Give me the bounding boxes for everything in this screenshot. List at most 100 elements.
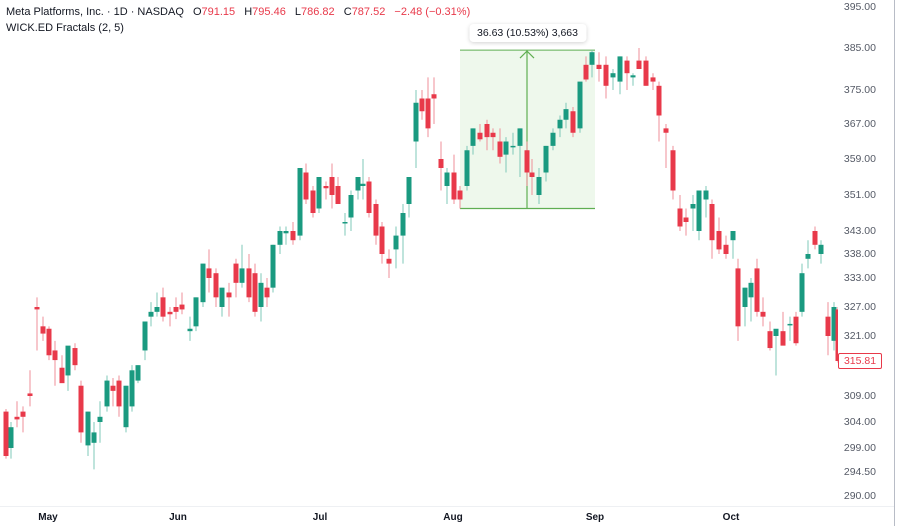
candle-body[interactable] <box>510 145 516 148</box>
candle-body[interactable] <box>663 128 669 133</box>
candle-body[interactable] <box>160 297 166 317</box>
candle-body[interactable] <box>603 64 609 86</box>
candle-body[interactable] <box>799 273 805 312</box>
candle-body[interactable] <box>670 150 676 191</box>
candle-body[interactable] <box>342 222 348 224</box>
candle-body[interactable] <box>536 177 542 195</box>
candle-body[interactable] <box>366 181 372 214</box>
candle-body[interactable] <box>193 297 199 327</box>
candle-body[interactable] <box>52 350 58 361</box>
candle-body[interactable] <box>457 190 463 200</box>
candle-body[interactable] <box>690 204 696 209</box>
candle-body[interactable] <box>818 244 824 254</box>
candle-body[interactable] <box>335 186 341 204</box>
candle-body[interactable] <box>787 323 793 326</box>
candle-body[interactable] <box>596 64 602 69</box>
indicator-label[interactable]: WICK.ED Fractals (2, 5) <box>6 22 124 34</box>
candle-body[interactable] <box>767 331 773 349</box>
candle-body[interactable] <box>34 307 40 310</box>
candle-body[interactable] <box>264 287 270 298</box>
candle-body[interactable] <box>742 287 748 307</box>
candle-body[interactable] <box>650 77 656 82</box>
candle-body[interactable] <box>831 307 837 341</box>
candle-body[interactable] <box>730 231 736 241</box>
candle-body[interactable] <box>393 235 399 250</box>
candle-body[interactable] <box>517 128 523 146</box>
candle-body[interactable] <box>656 85 662 116</box>
candle-body[interactable] <box>748 282 754 298</box>
candle-body[interactable] <box>444 172 450 187</box>
candle-body[interactable] <box>431 94 437 99</box>
time-axis[interactable]: May Jun Jul Aug Sep Oct <box>0 506 894 527</box>
candle-body[interactable] <box>464 150 470 186</box>
candle-body[interactable] <box>219 287 225 307</box>
candle-body[interactable] <box>406 177 412 204</box>
candle-body[interactable] <box>780 331 786 346</box>
candle-body[interactable] <box>226 292 232 298</box>
candle-body[interactable] <box>303 172 309 200</box>
candle-body[interactable] <box>167 311 173 315</box>
candle-body[interactable] <box>583 64 589 80</box>
candle-body[interactable] <box>148 311 154 317</box>
candle-body[interactable] <box>524 150 530 173</box>
candle-body[interactable] <box>142 321 148 351</box>
candle-body[interactable] <box>425 98 431 129</box>
candle-body[interactable] <box>636 60 642 69</box>
candle-body[interactable] <box>413 102 419 142</box>
candle-body[interactable] <box>563 109 569 120</box>
candle-body[interactable] <box>754 268 760 312</box>
candle-body[interactable] <box>550 132 556 146</box>
candle-body[interactable] <box>310 190 316 214</box>
candle-body[interactable] <box>129 370 135 407</box>
candle-body[interactable] <box>297 168 303 236</box>
candle-body[interactable] <box>617 56 623 82</box>
candle-body[interactable] <box>379 226 385 255</box>
candle-body[interactable] <box>438 159 444 168</box>
candle-body[interactable] <box>716 231 722 250</box>
candle-body[interactable] <box>65 345 71 376</box>
candle-body[interactable] <box>760 311 766 317</box>
candle-body[interactable] <box>696 190 702 232</box>
indicator-row[interactable]: WICK.ED Fractals (2, 5) <box>6 20 470 36</box>
candle-body[interactable] <box>173 307 179 312</box>
candle-body[interactable] <box>773 328 779 336</box>
candle-body[interactable] <box>825 316 831 336</box>
candle-body[interactable] <box>709 204 715 241</box>
candle-body[interactable] <box>677 208 683 227</box>
candle-body[interactable] <box>72 348 78 366</box>
candle-body[interactable] <box>360 183 366 186</box>
candle-body[interactable] <box>735 268 741 327</box>
candle-body[interactable] <box>835 309 839 361</box>
candle-body[interactable] <box>323 186 329 189</box>
candle-body[interactable] <box>570 111 576 133</box>
candle-body[interactable] <box>484 124 490 138</box>
candle-body[interactable] <box>470 128 476 146</box>
candle-body[interactable] <box>27 393 33 396</box>
candle-body[interactable] <box>14 416 20 420</box>
candle-body[interactable] <box>233 263 239 283</box>
candle-body[interactable] <box>490 132 496 138</box>
candle-body[interactable] <box>135 365 141 381</box>
candle-body[interactable] <box>624 60 630 74</box>
symbol-title[interactable]: Meta Platforms, Inc. · 1D · NASDAQ <box>6 6 184 18</box>
candle-body[interactable] <box>40 326 46 334</box>
candle-body[interactable] <box>283 231 289 234</box>
candle-body[interactable] <box>91 432 97 443</box>
candle-body[interactable] <box>419 98 425 112</box>
candle-body[interactable] <box>213 273 219 298</box>
candle-body[interactable] <box>258 282 264 307</box>
candle-body[interactable] <box>110 385 116 391</box>
candle-body[interactable] <box>154 307 160 312</box>
candle-body[interactable] <box>8 427 14 448</box>
candle-body[interactable] <box>589 52 595 65</box>
candle-body[interactable] <box>123 385 129 428</box>
candle-body[interactable] <box>252 273 258 312</box>
candle-body[interactable] <box>59 367 65 384</box>
candle-body[interactable] <box>703 190 709 200</box>
candle-body[interactable] <box>20 411 26 417</box>
candle-body[interactable] <box>3 411 9 456</box>
candle-body[interactable] <box>329 177 335 195</box>
candle-body[interactable] <box>503 141 509 155</box>
candle-body[interactable] <box>78 385 84 433</box>
candle-body[interactable] <box>85 411 91 446</box>
